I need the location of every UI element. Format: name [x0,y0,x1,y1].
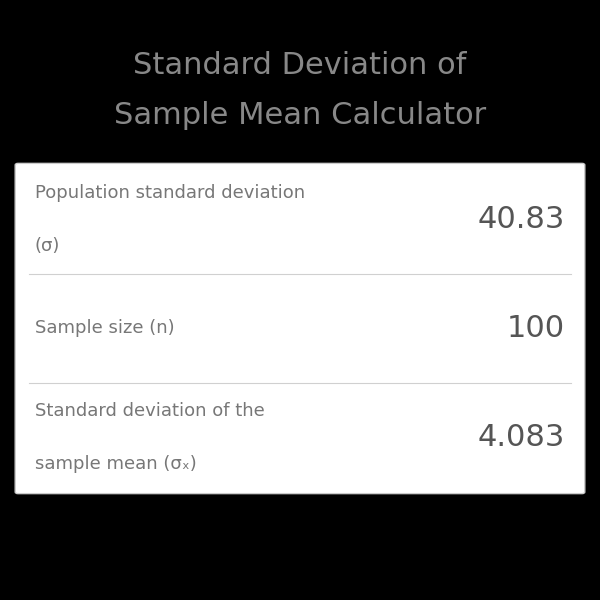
Text: 40.83: 40.83 [478,205,565,234]
Text: sample mean (σₓ): sample mean (σₓ) [35,455,197,473]
Text: Sample Mean Calculator: Sample Mean Calculator [114,101,486,130]
Text: (σ): (σ) [35,236,60,254]
FancyBboxPatch shape [15,163,585,494]
Text: 100: 100 [507,314,565,343]
Text: 4.083: 4.083 [478,423,565,452]
Text: Sample size (n): Sample size (n) [35,319,175,337]
Text: Standard deviation of the: Standard deviation of the [35,403,265,421]
Text: Standard Deviation of: Standard Deviation of [133,52,467,80]
Text: Population standard deviation: Population standard deviation [35,184,305,202]
